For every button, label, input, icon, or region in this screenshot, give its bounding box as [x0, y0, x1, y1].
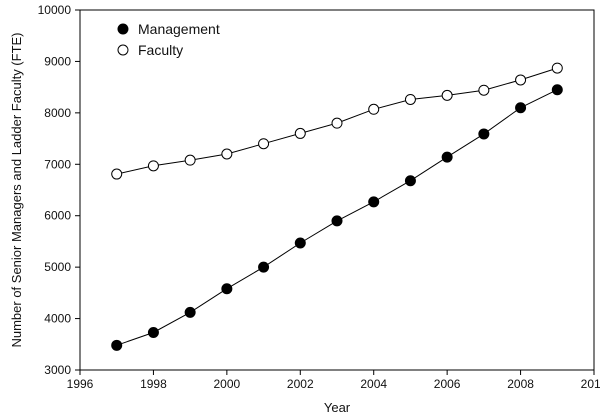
y-tick-label: 9000	[44, 54, 71, 68]
data-point-faculty	[294, 127, 306, 139]
y-axis: 3000 4000 5000 6000 7000 8000 9000 10000	[38, 3, 80, 377]
data-point-faculty	[184, 154, 196, 166]
data-point-management	[331, 215, 343, 227]
y-tick-label: 4000	[44, 312, 71, 326]
data-point-faculty	[258, 138, 270, 150]
data-point-faculty	[331, 117, 343, 129]
data-point-faculty	[147, 160, 159, 172]
x-tick-label: 2008	[507, 377, 534, 391]
data-point-management	[221, 283, 233, 295]
plot-area	[79, 9, 595, 371]
plot-frame	[79, 9, 595, 371]
legend: Management Faculty	[117, 21, 220, 58]
x-tick-label: 1998	[140, 377, 167, 391]
x-axis-title: Year	[324, 400, 351, 415]
x-tick-label: 1996	[67, 377, 94, 391]
legend-item-management: Management	[117, 21, 220, 37]
data-point-faculty	[404, 93, 416, 105]
legend-label-management: Management	[138, 21, 220, 37]
legend-marker-management	[117, 23, 129, 35]
x-axis: 1996 1998 2000 2002 2004 2006 2008 2010	[67, 370, 600, 391]
data-point-management	[184, 306, 196, 318]
data-point-management	[478, 128, 490, 140]
data-point-management	[147, 326, 159, 338]
x-tick-label: 2004	[360, 377, 387, 391]
data-point-faculty	[368, 103, 380, 115]
data-point-management	[111, 339, 123, 351]
legend-marker-faculty	[117, 44, 129, 56]
data-point-faculty	[551, 62, 563, 74]
data-point-faculty	[515, 74, 527, 86]
y-tick-label: 3000	[44, 363, 71, 377]
x-tick-label: 2006	[434, 377, 461, 391]
y-axis-title: Number of Senior Managers and Ladder Fac…	[9, 32, 24, 347]
data-point-management	[515, 102, 527, 114]
y-tick-label: 10000	[38, 3, 72, 17]
y-tick-label: 6000	[44, 209, 71, 223]
y-tick-label: 7000	[44, 157, 71, 171]
y-tick-label: 5000	[44, 260, 71, 274]
legend-item-faculty: Faculty	[117, 42, 183, 58]
series-layer	[111, 62, 563, 351]
data-point-management	[368, 196, 380, 208]
x-tick-label: 2002	[287, 377, 314, 391]
data-point-management	[258, 261, 270, 273]
data-point-management	[404, 175, 416, 187]
data-point-management	[441, 151, 453, 163]
x-tick-label: 2000	[214, 377, 241, 391]
data-point-faculty	[111, 168, 123, 180]
data-point-faculty	[221, 148, 233, 160]
data-point-management	[294, 237, 306, 249]
data-point-faculty	[478, 84, 490, 96]
legend-label-faculty: Faculty	[138, 42, 183, 58]
y-tick-label: 8000	[44, 106, 71, 120]
data-point-faculty	[441, 89, 453, 101]
x-tick-label: 2010	[581, 377, 600, 391]
data-point-management	[551, 84, 563, 96]
